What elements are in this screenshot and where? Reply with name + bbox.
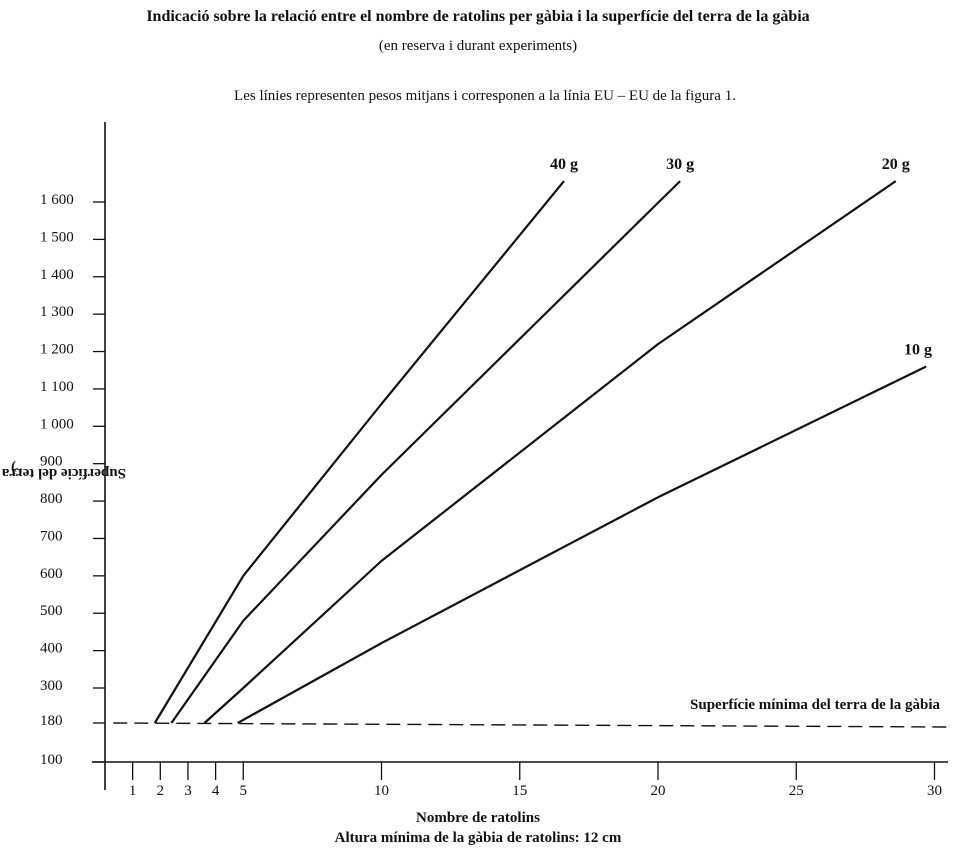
y-tick-label: 800 — [40, 491, 63, 507]
x-tick-label: 2 — [157, 783, 165, 799]
series-label-3: 10 g — [904, 341, 932, 358]
series-line-0 — [153, 180, 565, 724]
y-tick-label: 1 300 — [40, 304, 74, 320]
y-tick-label: 500 — [40, 603, 63, 619]
y-tick-label: 1 600 — [40, 192, 74, 208]
x-tick-label: 10 — [374, 783, 389, 799]
series-line-1 — [170, 180, 681, 724]
series-line-2 — [203, 180, 897, 724]
x-tick-label: 1 — [129, 783, 137, 799]
chart-note: Les línies representen pesos mitjans i c… — [234, 88, 736, 104]
chart-subtitle: (en reserva i durant experiments) — [378, 38, 578, 54]
y-tick-label: 900 — [40, 454, 63, 470]
x-tick-label: 30 — [927, 783, 942, 799]
series-line-3 — [237, 365, 927, 724]
y-tick-label: 180 — [40, 713, 63, 729]
x-tick-label: 4 — [212, 783, 220, 799]
x-tick-label: 20 — [651, 783, 666, 799]
series-label-2: 20 g — [882, 156, 910, 173]
chart-title: Indicació sobre la relació entre el nomb… — [146, 8, 810, 25]
x-tick-label: 15 — [512, 783, 527, 799]
chart-footer: Altura mínima de la gàbia de ratolins: 1… — [334, 830, 622, 846]
y-tick-label: 400 — [40, 641, 63, 657]
y-tick-label: 300 — [40, 678, 63, 694]
y-tick-label: 1 500 — [40, 229, 74, 245]
minimum-area-line — [113, 722, 949, 728]
y-tick-label: 1 000 — [40, 416, 74, 432]
y-tick-label: 1 200 — [40, 342, 74, 358]
minimum-area-label: Superfície mínima del terra de la gàbia — [690, 697, 940, 713]
x-axis-label: Nombre de ratolins — [416, 810, 540, 826]
series-label-1: 30 g — [666, 156, 694, 173]
x-tick-label: 3 — [184, 783, 192, 799]
y-tick-label: 1 400 — [40, 267, 74, 283]
y-tick-label: 700 — [40, 528, 63, 544]
x-tick-label: 25 — [789, 783, 804, 799]
y-tick-label: 1 100 — [40, 379, 74, 395]
series-label-0: 40 g — [550, 156, 578, 173]
y-tick-label: 600 — [40, 566, 63, 582]
y-tick-label: 100 — [40, 752, 63, 768]
x-tick-label: 5 — [240, 783, 248, 799]
